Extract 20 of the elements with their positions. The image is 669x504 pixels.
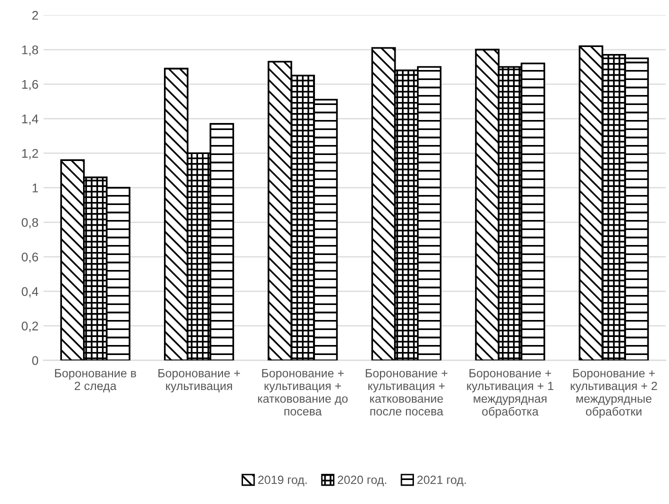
y-tick-label: 1 — [32, 184, 38, 192]
y-tick-label: 1,4 — [22, 114, 38, 125]
y-tick-label: 2 — [32, 10, 38, 20]
y-tick-label: 0,4 — [22, 287, 38, 298]
y-tick-label: 0,8 — [22, 218, 38, 228]
x-tick-label: Боронование в 2 следа — [55, 369, 136, 392]
y-tick-label: 0 — [32, 356, 38, 366]
y-tick-label: 1,6 — [22, 80, 38, 90]
x-tick-label: Боронование + культивация — [158, 369, 240, 392]
y-tick-label: 0,6 — [22, 252, 38, 263]
legend-label: 2020 год. — [338, 476, 386, 486]
x-tick-label: Боронование + культивация + катковование до посева — [258, 369, 348, 416]
y-tick-label: 1,8 — [22, 45, 38, 56]
x-tick-label: Боронование + культивация + 1 междурядная обработка — [467, 369, 554, 418]
legend-label: 2019 год. — [258, 476, 307, 486]
y-tick-label: 1,2 — [22, 149, 38, 160]
legend-label: 2021 год. — [417, 476, 466, 486]
x-tick-label: Боронование + культивация + 2 междурядные обработки — [570, 369, 657, 418]
y-tick-label: 0,2 — [22, 322, 38, 332]
x-tick-label: Боронование + культивация + катковование после посева — [366, 369, 448, 416]
